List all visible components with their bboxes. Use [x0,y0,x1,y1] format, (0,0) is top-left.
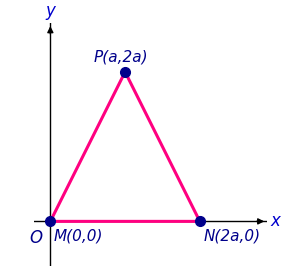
Text: x: x [270,213,280,230]
Text: O: O [30,229,43,247]
Text: P(a,2a): P(a,2a) [94,49,149,65]
Text: N(2a,0): N(2a,0) [203,229,261,244]
Text: y: y [45,2,55,20]
Text: M(0,0): M(0,0) [54,229,104,244]
